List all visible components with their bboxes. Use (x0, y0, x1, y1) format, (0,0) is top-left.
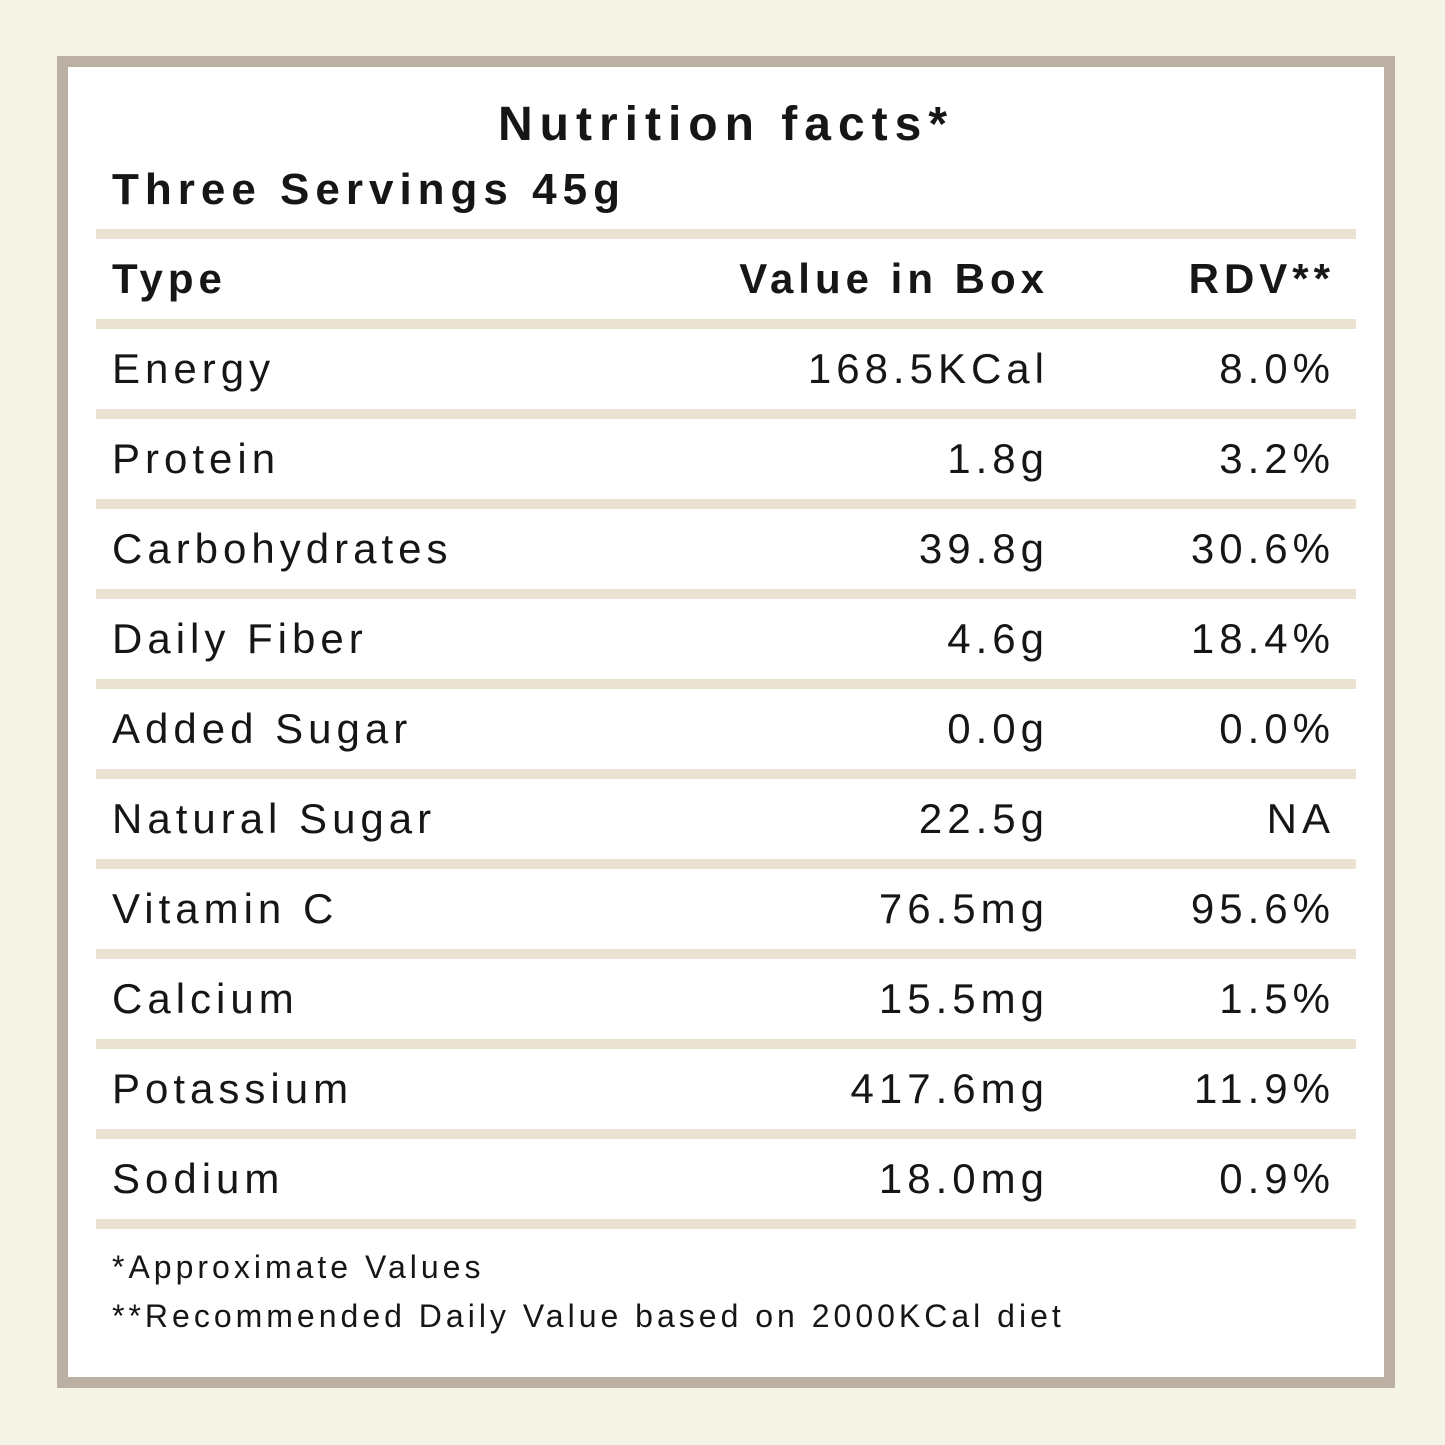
table-row-calcium: Calcium 15.5mg 1.5% (96, 949, 1356, 1039)
row-rdv: 3.2% (1219, 435, 1335, 482)
row-value: 39.8g (918, 525, 1049, 572)
table-row-added-sugar: Added Sugar 0.0g 0.0% (96, 679, 1356, 769)
row-value: 417.6mg (850, 1065, 1049, 1112)
row-label: Vitamin C (112, 885, 339, 932)
table-header-row: Type Value in Box RDV** (96, 229, 1356, 319)
row-value: 18.0mg (878, 1155, 1049, 1202)
footnote-recommended-daily-value: **Recommended Daily Value based on 2000K… (112, 1298, 1065, 1334)
row-rdv: 18.4% (1190, 615, 1335, 662)
row-label: Protein (112, 435, 281, 482)
serving-info: Three Servings 45g (112, 165, 626, 214)
row-value: 1.8g (947, 435, 1049, 482)
column-header-rdv: RDV** (1188, 255, 1335, 302)
row-label: Potassium (112, 1065, 354, 1112)
row-rdv: NA (1266, 795, 1335, 842)
row-rdv: 1.5% (1219, 975, 1335, 1022)
row-value: 22.5g (918, 795, 1049, 842)
table-row-potassium: Potassium 417.6mg 11.9% (96, 1039, 1356, 1129)
row-label: Calcium (112, 975, 299, 1022)
table-row-energy: Energy 168.5KCal 8.0% (96, 319, 1356, 409)
footnotes: *Approximate Values **Recommended Daily … (96, 1243, 1356, 1341)
footnote-approximate-values: *Approximate Values (112, 1249, 485, 1285)
row-label: Energy (112, 345, 276, 392)
column-header-type: Type (112, 255, 227, 302)
row-rdv: 0.9% (1219, 1155, 1335, 1202)
row-label: Added Sugar (112, 705, 413, 752)
table-row-protein: Protein 1.8g 3.2% (96, 409, 1356, 499)
row-value: 4.6g (947, 615, 1049, 662)
row-rdv: 8.0% (1219, 345, 1335, 392)
row-label: Sodium (112, 1155, 285, 1202)
row-rdv: 95.6% (1190, 885, 1335, 932)
table-bottom-separator (96, 1219, 1356, 1229)
row-label: Daily Fiber (112, 615, 368, 662)
page-title: Nutrition facts* (497, 98, 954, 151)
nutrition-facts-card: Nutrition facts* Three Servings 45g Type… (57, 56, 1395, 1388)
row-label: Carbohydrates (112, 525, 453, 572)
column-header-value: Value in Box (739, 255, 1049, 302)
row-value: 15.5mg (878, 975, 1049, 1022)
row-rdv: 0.0% (1219, 705, 1335, 752)
table-row-sodium: Sodium 18.0mg 0.9% (96, 1129, 1356, 1219)
row-value: 0.0g (947, 705, 1049, 752)
table-row-carbohydrates: Carbohydrates 39.8g 30.6% (96, 499, 1356, 589)
row-value: 76.5mg (878, 885, 1049, 932)
row-rdv: 11.9% (1194, 1065, 1335, 1112)
table-row-natural-sugar: Natural Sugar 22.5g NA (96, 769, 1356, 859)
row-rdv: 30.6% (1190, 525, 1335, 572)
row-value: 168.5KCal (807, 345, 1049, 392)
table-row-vitamin-c: Vitamin C 76.5mg 95.6% (96, 859, 1356, 949)
row-label: Natural Sugar (112, 795, 437, 842)
table-row-daily-fiber: Daily Fiber 4.6g 18.4% (96, 589, 1356, 679)
